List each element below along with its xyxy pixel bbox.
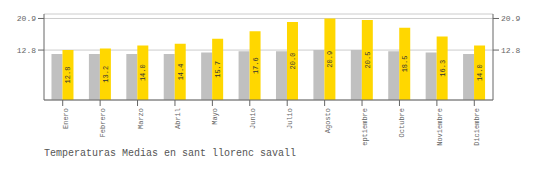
svg-text:14.0: 14.0 [476,64,484,81]
svg-text:16.3: 16.3 [439,60,447,77]
svg-text:13.2: 13.2 [102,66,110,83]
svg-text:18.5: 18.5 [401,56,409,73]
svg-text:Febrero: Febrero [99,108,107,137]
svg-text:Enero: Enero [62,108,70,129]
svg-text:12.8: 12.8 [501,46,520,55]
svg-text:20.0: 20.0 [289,53,297,70]
svg-text:14.0: 14.0 [139,64,147,81]
svg-text:Abril: Abril [174,108,182,129]
svg-text:Mayo: Mayo [211,108,219,125]
svg-text:Noviembre: Noviembre [436,108,444,146]
svg-text:Diciembre: Diciembre [473,108,481,146]
svg-text:20.9: 20.9 [326,51,334,68]
svg-text:15.7: 15.7 [214,61,222,78]
svg-text:12.8: 12.8 [64,67,72,84]
svg-text:Marzo: Marzo [137,108,145,129]
svg-text:Agosto: Agosto [324,108,332,133]
svg-text:20.9: 20.9 [501,14,520,23]
svg-text:Septiembre: Septiembre [361,108,369,146]
svg-text:20.9: 20.9 [17,14,36,23]
svg-text:17.6: 17.6 [252,57,260,74]
svg-text:20.5: 20.5 [364,52,372,69]
svg-text:Octubre: Octubre [398,108,406,137]
svg-text:Junio: Junio [249,108,257,129]
svg-text:Julio: Julio [286,108,294,129]
html-text:Temperaturas Medias en sant ll: Temperaturas Medias en sant llorenc sava… [44,148,296,159]
svg-text:14.4: 14.4 [177,64,185,81]
svg-text:12.8: 12.8 [17,46,36,55]
